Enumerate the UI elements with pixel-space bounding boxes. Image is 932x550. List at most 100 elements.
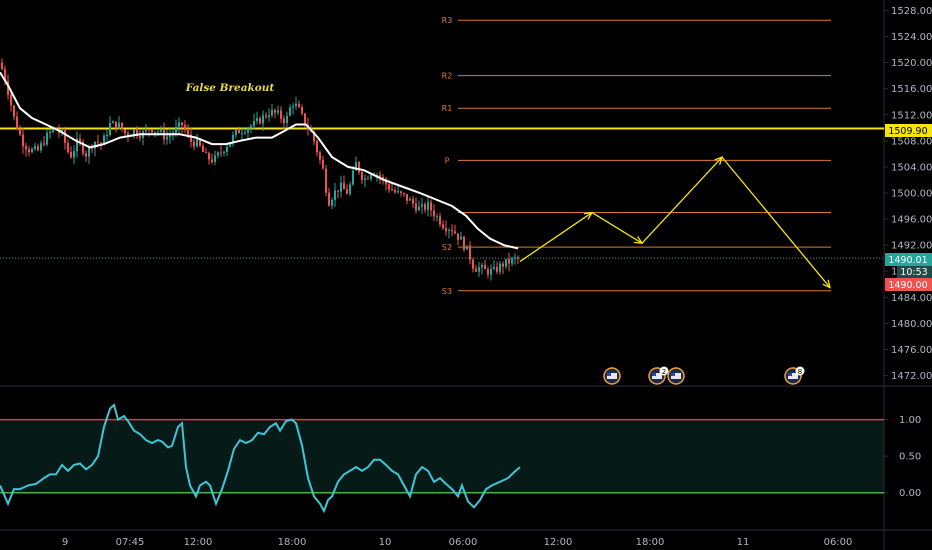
- candle-body[interactable]: [82, 141, 84, 154]
- candle-body[interactable]: [361, 172, 363, 180]
- candle-body[interactable]: [262, 115, 264, 124]
- candle-body[interactable]: [502, 263, 504, 267]
- candle-body[interactable]: [427, 202, 429, 210]
- candle-body[interactable]: [211, 159, 213, 163]
- candle-body[interactable]: [379, 175, 381, 178]
- candle-body[interactable]: [190, 134, 192, 142]
- candle-body[interactable]: [271, 109, 273, 116]
- candle-body[interactable]: [160, 129, 162, 132]
- candle-body[interactable]: [187, 130, 189, 135]
- candle-body[interactable]: [493, 266, 495, 269]
- candle-body[interactable]: [505, 258, 507, 267]
- candle-body[interactable]: [169, 134, 171, 137]
- candle-body[interactable]: [430, 202, 432, 211]
- candle-body[interactable]: [196, 139, 198, 147]
- candle-body[interactable]: [439, 216, 441, 225]
- candle-body[interactable]: [223, 151, 225, 153]
- candle-body[interactable]: [49, 131, 51, 133]
- oscillator-axis[interactable]: 1.00 0.50 0.00: [884, 415, 921, 499]
- candle-body[interactable]: [469, 245, 471, 260]
- candle-body[interactable]: [316, 141, 318, 153]
- candle-body[interactable]: [442, 224, 444, 229]
- candle-body[interactable]: [16, 116, 18, 129]
- candle-body[interactable]: [322, 159, 324, 169]
- candle-body[interactable]: [412, 199, 414, 204]
- candle-body[interactable]: [115, 121, 117, 129]
- candle-body[interactable]: [283, 118, 285, 124]
- candle-body[interactable]: [97, 141, 99, 143]
- candle-body[interactable]: [34, 146, 36, 150]
- candle-body[interactable]: [244, 132, 246, 134]
- candle-body[interactable]: [121, 122, 123, 130]
- candle-body[interactable]: [184, 125, 186, 131]
- candle-body[interactable]: [70, 151, 72, 158]
- candle-body[interactable]: [289, 107, 291, 116]
- candle-body[interactable]: [166, 136, 168, 140]
- candle-body[interactable]: [478, 267, 480, 272]
- candle-body[interactable]: [10, 94, 12, 106]
- candle-body[interactable]: [229, 142, 231, 147]
- candle-body[interactable]: [235, 129, 237, 135]
- candle-body[interactable]: [7, 81, 9, 95]
- candle-body[interactable]: [214, 155, 216, 163]
- candle-body[interactable]: [22, 134, 24, 147]
- candle-body[interactable]: [337, 190, 339, 192]
- candle-body[interactable]: [295, 103, 297, 107]
- candle-body[interactable]: [331, 200, 333, 206]
- candle-body[interactable]: [391, 189, 393, 191]
- candle-body[interactable]: [415, 203, 417, 211]
- candle-body[interactable]: [208, 152, 210, 160]
- candle-body[interactable]: [118, 122, 120, 129]
- candle-body[interactable]: [145, 129, 147, 132]
- candle-body[interactable]: [37, 146, 39, 151]
- candle-body[interactable]: [409, 199, 411, 201]
- candle-body[interactable]: [511, 258, 513, 264]
- candle-body[interactable]: [1, 62, 3, 70]
- candle-body[interactable]: [46, 132, 48, 145]
- candle-body[interactable]: [499, 263, 501, 272]
- candle-body[interactable]: [4, 69, 6, 82]
- candle-body[interactable]: [232, 134, 234, 143]
- candle-body[interactable]: [202, 145, 204, 152]
- candle-body[interactable]: [256, 118, 258, 122]
- candle-body[interactable]: [364, 178, 366, 180]
- candle-body[interactable]: [100, 142, 102, 144]
- candle-body[interactable]: [454, 231, 456, 234]
- candle-body[interactable]: [358, 162, 360, 173]
- candle-body[interactable]: [481, 264, 483, 268]
- candle-body[interactable]: [175, 126, 177, 133]
- candle-body[interactable]: [268, 115, 270, 117]
- candle-body[interactable]: [265, 115, 267, 117]
- moving-average-line[interactable]: [0, 71, 519, 250]
- candle-body[interactable]: [394, 190, 396, 193]
- candle-body[interactable]: [151, 129, 153, 133]
- candle-body[interactable]: [298, 103, 300, 108]
- candle-body[interactable]: [19, 128, 21, 135]
- candle-body[interactable]: [43, 143, 45, 145]
- candle-body[interactable]: [457, 233, 459, 240]
- candle-body[interactable]: [514, 257, 516, 259]
- candle-body[interactable]: [25, 146, 27, 150]
- time-axis[interactable]: 9 07:45 12:00 18:00 10 06:00 12:00 18:00 11 06:00: [62, 537, 853, 548]
- projection-segment[interactable]: [641, 156, 723, 244]
- candle-body[interactable]: [154, 131, 156, 133]
- candle-body[interactable]: [328, 192, 330, 206]
- candle-body[interactable]: [52, 127, 54, 132]
- candle-body[interactable]: [157, 131, 159, 133]
- candle-body[interactable]: [292, 106, 294, 108]
- projection-segment[interactable]: [721, 156, 831, 288]
- candle-body[interactable]: [250, 125, 252, 129]
- candle-body[interactable]: [274, 109, 276, 113]
- candle-body[interactable]: [40, 143, 42, 151]
- candle-body[interactable]: [436, 216, 438, 218]
- candle-body[interactable]: [31, 149, 33, 153]
- candle-body[interactable]: [124, 129, 126, 134]
- candle-body[interactable]: [238, 129, 240, 134]
- candle-body[interactable]: [319, 152, 321, 160]
- candle-body[interactable]: [76, 138, 78, 152]
- candle-body[interactable]: [400, 191, 402, 193]
- projection-arrows[interactable]: [519, 156, 831, 289]
- candle-body[interactable]: [277, 110, 279, 113]
- candle-body[interactable]: [112, 121, 114, 124]
